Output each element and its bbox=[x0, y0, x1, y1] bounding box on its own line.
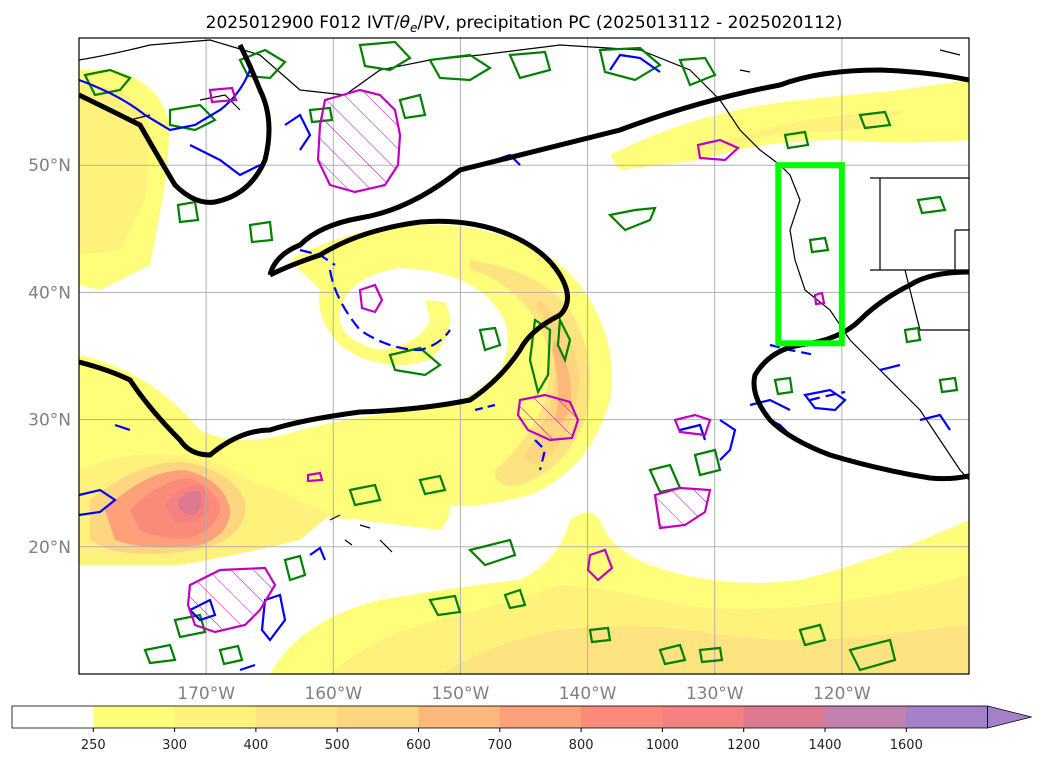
colorbar-segment bbox=[743, 706, 826, 728]
colorbar-label: 1600 bbox=[890, 738, 923, 753]
colorbar-label: 300 bbox=[162, 738, 187, 753]
colorbar: 250 300 400 500 600 700 800 1000 1200 1400 1600 bbox=[11, 705, 1032, 753]
colorbar-label: 600 bbox=[406, 738, 431, 753]
colorbar-label: 1200 bbox=[727, 738, 760, 753]
pv-contours bbox=[79, 53, 951, 672]
colorbar-label: 1400 bbox=[808, 738, 841, 753]
colorbar-label: 400 bbox=[243, 738, 268, 753]
colorbar-segment bbox=[174, 706, 257, 728]
colorbar-segment bbox=[418, 706, 501, 728]
colorbar-label: 500 bbox=[325, 738, 350, 753]
lat-tick-label: 40°N bbox=[28, 283, 71, 303]
longitude-labels: 170°W 160°W 150°W 140°W 130°W 120°W bbox=[177, 684, 871, 704]
lon-tick-label: 120°W bbox=[813, 684, 871, 704]
latitude-labels: 50°N 40°N 30°N 20°N bbox=[28, 156, 71, 558]
lat-tick-label: 50°N bbox=[28, 156, 71, 176]
map-panel bbox=[78, 37, 970, 675]
colorbar-label: 250 bbox=[81, 738, 106, 753]
colorbar-segment bbox=[581, 706, 663, 728]
colorbar-segment bbox=[662, 706, 745, 728]
colorbar-label: 1000 bbox=[646, 738, 679, 753]
colorbar-segment bbox=[499, 706, 582, 728]
lon-tick-label: 130°W bbox=[686, 684, 744, 704]
colorbar-label: 700 bbox=[487, 738, 512, 753]
lon-tick-label: 160°W bbox=[304, 684, 362, 704]
colorbar-segment bbox=[12, 706, 94, 728]
colorbar-segment bbox=[906, 706, 989, 728]
precip-contours bbox=[186, 86, 826, 634]
lon-tick-label: 170°W bbox=[177, 684, 235, 704]
lon-tick-label: 150°W bbox=[432, 684, 490, 704]
highlight-box bbox=[775, 162, 845, 347]
lat-tick-label: 20°N bbox=[28, 538, 71, 558]
ivt-contours bbox=[79, 43, 969, 482]
theta-e-contours bbox=[83, 40, 959, 672]
colorbar-segment bbox=[93, 706, 176, 728]
lat-tick-label: 30°N bbox=[28, 411, 71, 431]
colorbar-label: 800 bbox=[569, 738, 594, 753]
colorbar-segment bbox=[825, 706, 907, 728]
map-title: 2025012900 F012 IVT/θe/PV, precipitation… bbox=[206, 13, 843, 35]
lon-tick-label: 140°W bbox=[559, 684, 617, 704]
colorbar-segment bbox=[337, 706, 419, 728]
colorbar-extend-arrow bbox=[987, 705, 1032, 729]
colorbar-segment bbox=[255, 706, 338, 728]
